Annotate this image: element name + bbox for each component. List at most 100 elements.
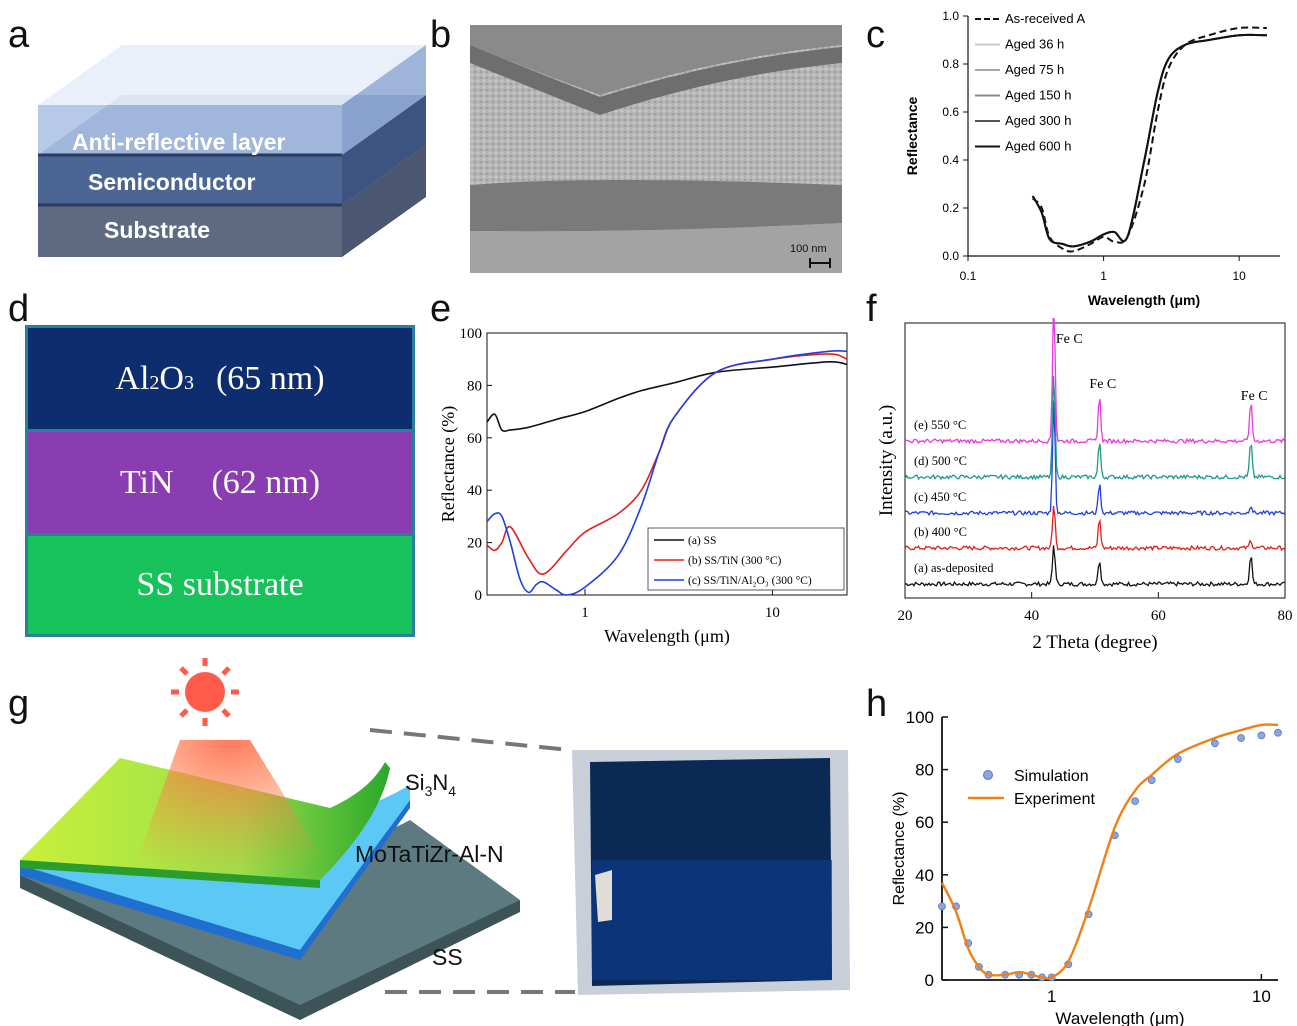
y-tick-label: 0.0	[942, 249, 959, 263]
y-axis-label: Intensity (a.u.)	[876, 405, 897, 516]
data-point	[1131, 797, 1140, 806]
layer-label-antireflective: Anti-reflective layer	[72, 129, 286, 155]
layer-al2o3: Al2O3 (65 nm)	[28, 328, 412, 432]
series-line	[1031, 33, 1267, 248]
layer-tin-name: TiN	[119, 463, 174, 501]
y-tick-label: 0.6	[942, 105, 959, 119]
peak-label: Fe C	[1056, 332, 1083, 347]
y-tick-label: 80	[915, 761, 934, 780]
legend-label: Aged 150 h	[1005, 88, 1072, 103]
y-tick-label: 0.8	[942, 57, 959, 71]
legend-label: Experiment	[1014, 791, 1095, 808]
panel-label-f: f	[866, 288, 877, 330]
legend-label: Aged 300 h	[1005, 113, 1072, 128]
panel-label-e: e	[430, 288, 452, 330]
y-tick-label: 20	[915, 918, 934, 937]
x-tick-label: 1	[1100, 269, 1107, 283]
panel-b-sem-image: 100 nm	[470, 25, 842, 273]
panel-g-coating-illustration: Si3N4 MoTaTiZr-Al-N SS	[20, 658, 850, 1020]
sun-icon	[171, 658, 239, 726]
panel-label-a: a	[8, 14, 30, 56]
label-si3n4: Si3N4	[405, 770, 456, 799]
y-axis-label: Reflectance	[904, 96, 920, 175]
panel-h-reflectance-chart: 0 20 40 60 80 100 1 10 Wavelength (μm) Reflectanc…	[891, 708, 1282, 1026]
x-tick-label: 20	[898, 608, 913, 624]
panel-label-g: g	[8, 683, 30, 725]
layer-label-semiconductor: Semiconductor	[88, 169, 255, 195]
plot-frame	[904, 322, 1286, 599]
series-line	[904, 318, 1285, 445]
data-point	[1257, 731, 1266, 740]
plot-frame	[486, 332, 848, 596]
x-axis-label: 2 Theta (degree)	[1032, 632, 1157, 653]
panel-label-c: c	[866, 14, 885, 56]
legend-label: (b) SS/TiN (300 °C)	[688, 555, 781, 567]
data-point	[1174, 755, 1182, 763]
x-tick-label: 1	[581, 605, 589, 621]
series-line	[904, 400, 1285, 517]
series-line	[940, 723, 1279, 980]
series-line	[486, 360, 848, 433]
y-tick-label: 60	[467, 431, 482, 447]
y-tick-label: 100	[460, 326, 483, 342]
panel-label-d: d	[8, 288, 30, 330]
label-ss: SS	[432, 944, 463, 970]
series-line	[904, 545, 1285, 588]
series-line	[904, 375, 1285, 481]
x-tick-label: 1	[1047, 987, 1056, 1006]
legend-label: Aged 75 h	[1005, 62, 1064, 77]
legend-label: Simulation	[1014, 768, 1089, 785]
y-tick-label: 60	[915, 813, 934, 832]
label-motatizr-al-n: MoTaTiZr-Al-N	[355, 841, 504, 867]
series-label: (a) as-deposited	[914, 561, 994, 575]
layer-ss-substrate: SS substrate	[28, 536, 412, 634]
y-tick-label: 1.0	[942, 9, 959, 23]
panel-label-b: b	[430, 14, 452, 56]
legend-label: Aged 600 h	[1005, 139, 1072, 154]
legend-marker	[983, 770, 993, 780]
data-point	[1210, 739, 1219, 748]
layer-tin-thickness: (62 nm)	[211, 463, 321, 501]
x-tick-label: 0.1	[960, 269, 977, 283]
y-tick-label: 0.2	[942, 201, 959, 215]
scale-bar-label: 100 nm	[790, 243, 827, 255]
panel-f-xrd-chart: 20 40 60 80 2 Theta (degree) Intensity (a.u.)…	[876, 318, 1293, 653]
x-tick-label: 10	[1252, 987, 1271, 1006]
panel-e-reflectance-chart: 0 20 40 60 80 100 1 10 Wavelength (μm) Reflectanc…	[438, 326, 848, 647]
y-axis-label: Reflectance (%)	[438, 406, 459, 522]
x-tick-label: 60	[1151, 608, 1166, 624]
y-axis-label: Reflectance (%)	[891, 792, 908, 906]
panel-a-layer-schematic: Anti-reflective layer Semiconductor Subs…	[38, 45, 426, 257]
series-line	[486, 349, 848, 596]
y-tick-label: 0.4	[942, 153, 959, 167]
series-label: (e) 550 °C	[914, 418, 966, 432]
layer-al2o3-name: Al2O3	[115, 359, 194, 397]
data-point	[1237, 734, 1245, 742]
x-tick-label: 40	[1024, 608, 1039, 624]
x-axis-label: Wavelength (μm)	[604, 626, 730, 647]
layer-al2o3-thickness: (65 nm)	[215, 359, 325, 397]
legend-label: (c) SS/TiN/Al₂O₃ (300 °C)	[688, 575, 812, 587]
y-tick-label: 20	[467, 536, 482, 552]
x-tick-label: 80	[1278, 608, 1293, 624]
layer-label-substrate: Substrate	[104, 217, 210, 243]
y-tick-label: 0	[925, 971, 934, 990]
series-label: (c) 450 °C	[914, 490, 966, 504]
series-line	[904, 505, 1285, 552]
x-axis-label: Wavelength (μm)	[1055, 1009, 1184, 1026]
series-line	[1031, 26, 1267, 253]
y-tick-label: 100	[906, 708, 934, 727]
data-point	[1274, 728, 1282, 737]
series-label: (d) 500 °C	[914, 454, 967, 468]
x-axis-label: Wavelength (μm)	[1088, 292, 1200, 308]
legend-label: Aged 36 h	[1005, 37, 1064, 52]
panel-label-h: h	[866, 683, 888, 725]
panel-d-layer-stack: Al2O3 (65 nm) TiN (62 nm) SS substrate	[25, 325, 415, 637]
data-point	[1147, 776, 1156, 785]
x-tick-label: 10	[1233, 269, 1247, 283]
y-tick-label: 40	[915, 866, 934, 885]
sample-photo	[572, 750, 850, 995]
peak-label: Fe C	[1089, 377, 1116, 392]
y-tick-label: 80	[467, 378, 482, 394]
peak-label: Fe C	[1241, 389, 1268, 404]
